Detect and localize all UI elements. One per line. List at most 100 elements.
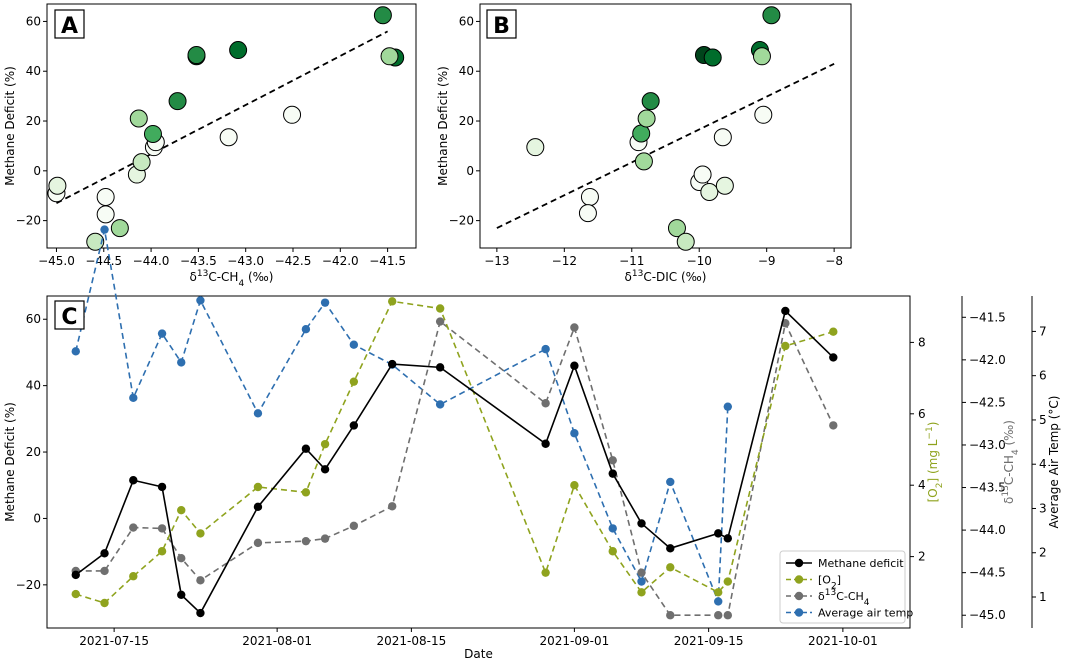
trendline — [496, 62, 835, 229]
label-part: 13 — [632, 269, 643, 279]
plot-area-C — [46, 295, 911, 629]
o2-axis-label: [O2] (mg L−1) — [925, 422, 945, 503]
x-tick-label: −45.0 — [38, 254, 75, 268]
label-part: 13 — [197, 269, 208, 279]
series-marker — [723, 611, 733, 620]
x-tick-label: −12 — [552, 254, 577, 268]
scatter-point — [641, 92, 660, 111]
x-tick-label: −43.0 — [227, 254, 264, 268]
label-part: δ — [818, 590, 825, 603]
series-marker — [253, 502, 263, 512]
series-marker — [570, 361, 579, 370]
scatter-point — [752, 47, 771, 66]
ch4-tick-label: −44.5 — [969, 566, 1006, 580]
label-part: ) — [926, 422, 940, 427]
series-marker — [349, 421, 359, 430]
label-part: (‰) — [677, 270, 706, 284]
series-marker — [637, 519, 646, 528]
x-tick-label: 2021-10-01 — [808, 634, 878, 648]
label-part: 13 — [1001, 485, 1011, 496]
series-marker — [320, 298, 330, 307]
series-marker — [781, 306, 790, 316]
series-marker — [388, 359, 397, 369]
y-tick-label: 60 — [26, 312, 41, 326]
series-marker — [196, 576, 205, 585]
series-marker — [723, 577, 733, 586]
label-part: δ — [1002, 497, 1016, 504]
ch4-tick-label: −41.5 — [969, 310, 1006, 324]
o2-tick-label: 2 — [918, 550, 926, 564]
series-marker — [177, 590, 186, 599]
scatter-point — [578, 204, 597, 223]
x-tick-label: −42.5 — [275, 254, 312, 268]
series-marker — [435, 304, 445, 313]
x-tick-label: 2021-08-01 — [242, 634, 312, 648]
x-axis-label: δ13C-DIC (‰) — [625, 269, 707, 284]
scatter-point — [693, 165, 712, 184]
series-marker — [196, 608, 205, 618]
temp-tick-label: 3 — [1039, 501, 1047, 515]
label-part: 4 — [864, 598, 870, 608]
scatter-point — [110, 219, 129, 238]
x-tick-label: −41.5 — [369, 254, 406, 268]
x-tick-label: −9 — [758, 254, 776, 268]
y-axis-label: Methane Deficit (%) — [436, 66, 450, 186]
series-marker — [349, 521, 359, 531]
series-marker — [177, 505, 186, 515]
y-tick-label: −20 — [449, 214, 474, 228]
ch4-tick-label: −44.0 — [969, 523, 1006, 537]
y-tick-label: 40 — [459, 64, 474, 78]
series-marker — [349, 340, 359, 349]
x-tick-label: −43.5 — [180, 254, 217, 268]
x-tick-label: −13 — [484, 254, 509, 268]
series-marker — [196, 296, 205, 305]
scatter-point — [219, 128, 238, 147]
legend-label: Methane deficit — [818, 557, 904, 570]
y-tick-label: 0 — [466, 164, 474, 178]
ch4-tick-label: −42.0 — [969, 353, 1006, 367]
scatter-point — [713, 128, 732, 147]
series-marker — [637, 568, 646, 577]
label-part: 13 — [825, 588, 836, 598]
series-marker — [177, 553, 186, 563]
label-part: C-CH — [1002, 455, 1016, 485]
series-marker — [388, 297, 397, 306]
x-tick-label: −10 — [687, 254, 712, 268]
x-tick-label: −44.5 — [85, 254, 122, 268]
scatter-point — [632, 124, 651, 143]
legend-swatch-marker — [794, 608, 804, 617]
series-marker — [129, 393, 138, 403]
label-part: δ — [190, 270, 197, 284]
series-marker — [100, 598, 109, 608]
series-marker — [570, 323, 579, 332]
trendline — [56, 30, 389, 204]
series-marker — [570, 481, 579, 490]
series-marker — [129, 572, 138, 581]
y-tick-label: 20 — [26, 445, 41, 459]
series-marker — [541, 399, 550, 408]
label-part: C-CH — [836, 590, 864, 603]
legend-box — [779, 550, 906, 624]
legend-swatch-marker — [794, 591, 804, 601]
temp-tick-label: 6 — [1039, 369, 1047, 383]
series-marker — [177, 358, 186, 367]
scatter-point — [762, 6, 781, 25]
series-marker — [608, 524, 617, 533]
scatter-point — [96, 205, 115, 224]
temp-axis-label: Average Air Temp (°C) — [1047, 396, 1061, 529]
scatter-point — [380, 47, 399, 66]
label-part: 4 — [1011, 449, 1021, 455]
y-tick-label: 60 — [26, 14, 41, 28]
series-marker — [157, 547, 167, 556]
scatter-point — [676, 232, 695, 251]
series-marker — [714, 597, 723, 606]
series-marker — [666, 611, 675, 620]
temp-tick-label: 5 — [1039, 413, 1047, 427]
legend-swatch-marker — [794, 575, 804, 584]
series-marker — [129, 476, 138, 485]
series-marker — [829, 327, 838, 336]
x-tick-label: 2021-09-01 — [540, 634, 610, 648]
scatter-point — [637, 109, 656, 128]
series-marker — [100, 549, 109, 558]
